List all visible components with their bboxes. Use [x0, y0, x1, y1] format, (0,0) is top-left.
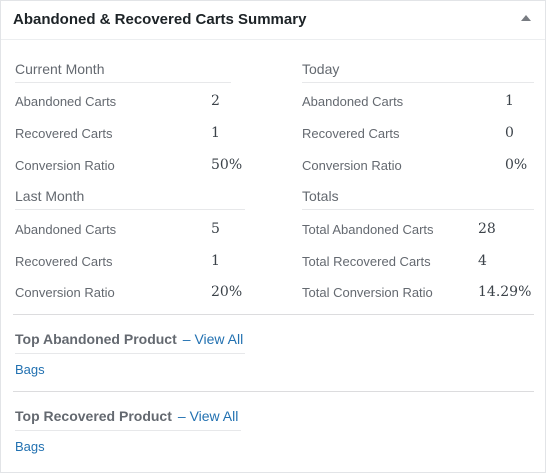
current-recovered-label: Recovered Carts	[15, 126, 113, 141]
last-month-heading: Last Month	[15, 188, 245, 210]
top-abandoned-title-text: Top Abandoned Product	[15, 331, 177, 347]
current-abandoned-value: 2	[211, 93, 220, 109]
top-abandoned-dash: –	[182, 331, 191, 347]
total-abandoned-value: 28	[478, 221, 496, 237]
today-heading: Today	[302, 61, 534, 83]
abandoned-divider	[13, 391, 534, 392]
last-abandoned-value: 5	[211, 221, 220, 237]
top-recovered-title: Top Recovered Product – View All	[15, 408, 241, 431]
last-ratio-label: Conversion Ratio	[15, 285, 115, 300]
widget-header: Abandoned & Recovered Carts Summary	[1, 1, 545, 40]
total-ratio-label: Total Conversion Ratio	[302, 285, 433, 300]
last-recovered-value: 1	[211, 253, 220, 269]
top-recovered-title-text: Top Recovered Product	[15, 408, 172, 424]
widget-title: Abandoned & Recovered Carts Summary	[13, 11, 307, 28]
stats-divider	[13, 314, 534, 315]
today-recovered-value: 0	[505, 125, 514, 141]
last-ratio-value: 20%	[211, 284, 243, 300]
today-abandoned-value: 1	[505, 93, 514, 109]
caret-up-icon[interactable]	[521, 15, 531, 21]
total-recovered-value: 4	[478, 253, 487, 269]
top-recovered-dash: –	[177, 408, 186, 424]
current-ratio-value: 50%	[211, 157, 243, 173]
last-recovered-label: Recovered Carts	[15, 254, 113, 269]
top-recovered-view-all-link[interactable]: View All	[189, 408, 239, 424]
top-abandoned-product-link[interactable]: Bags	[15, 362, 45, 377]
total-abandoned-label: Total Abandoned Carts	[302, 222, 434, 237]
current-ratio-label: Conversion Ratio	[15, 158, 115, 173]
top-abandoned-title: Top Abandoned Product – View All	[15, 331, 245, 354]
today-abandoned-label: Abandoned Carts	[302, 94, 404, 109]
current-recovered-value: 1	[211, 125, 220, 141]
today-ratio-label: Conversion Ratio	[302, 158, 402, 173]
top-abandoned-view-all-link[interactable]: View All	[194, 331, 244, 347]
last-abandoned-label: Abandoned Carts	[15, 222, 117, 237]
total-ratio-value: 14.29%	[478, 284, 532, 300]
current-month-heading: Current Month	[15, 61, 231, 83]
top-recovered-product-link[interactable]: Bags	[15, 439, 45, 454]
current-abandoned-label: Abandoned Carts	[15, 94, 117, 109]
total-recovered-label: Total Recovered Carts	[302, 254, 431, 269]
today-ratio-value: 0%	[505, 157, 528, 173]
totals-heading: Totals	[302, 188, 534, 210]
today-recovered-label: Recovered Carts	[302, 126, 400, 141]
